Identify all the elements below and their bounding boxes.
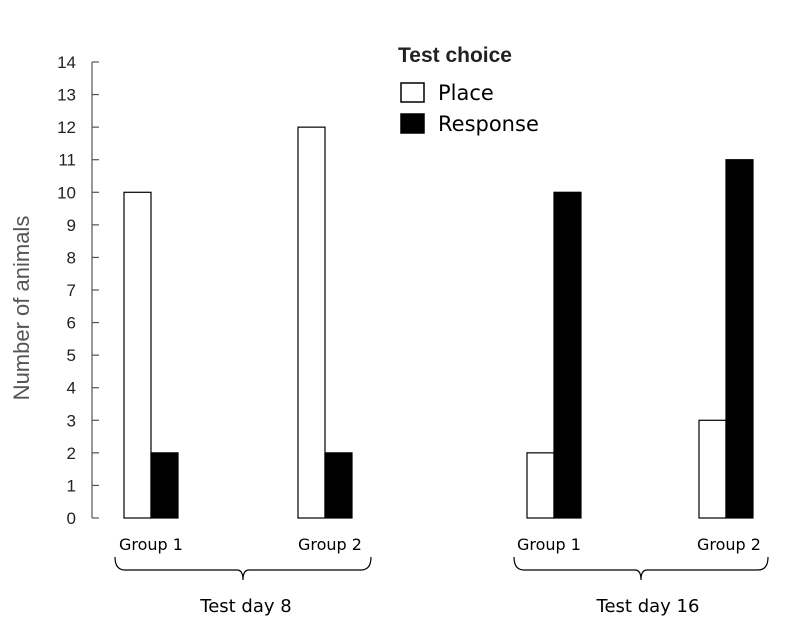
legend-label-place: Place: [438, 81, 494, 105]
bar-place: [297, 126, 326, 519]
y-tick-label: 13: [57, 86, 76, 105]
bars: [123, 126, 754, 519]
test-day-braces: Test day 8 Test day 16: [114, 556, 769, 617]
y-tick-label: 10: [57, 183, 76, 202]
bar-place: [698, 419, 727, 519]
y-tick-label: 11: [58, 151, 76, 170]
x-group-label: Group 1: [119, 535, 183, 554]
bar-response: [725, 159, 754, 519]
y-tick-label: 7: [67, 281, 76, 300]
bar-response: [150, 452, 179, 519]
bar-place: [123, 191, 152, 519]
x-group-label: Group 2: [697, 535, 761, 554]
x-group-label: Group 1: [517, 535, 581, 554]
legend-label-response: Response: [438, 112, 539, 136]
y-tick-label: 6: [67, 314, 76, 333]
test-day-label: Test day 16: [596, 596, 700, 617]
legend: Test choice Place Response: [398, 44, 539, 136]
bar-place: [526, 452, 555, 519]
legend-swatch-place: [400, 82, 425, 103]
y-tick-label: 3: [67, 411, 76, 430]
test-day-brace: [513, 556, 769, 581]
y-tick-label: 0: [67, 509, 76, 528]
y-tick-label: 2: [67, 444, 76, 463]
bar-response: [553, 191, 582, 519]
y-axis-label: Number of animals: [9, 216, 34, 401]
bar-response: [324, 452, 353, 519]
y-tick-label: 8: [67, 248, 76, 267]
x-group-label: Group 2: [298, 535, 362, 554]
test-day-label: Test day 8: [199, 596, 291, 617]
legend-title: Test choice: [398, 44, 512, 67]
y-tick-label: 14: [57, 53, 76, 72]
y-tick-label: 9: [67, 216, 76, 235]
y-tick-label: 4: [67, 379, 76, 398]
y-tick-label: 1: [67, 476, 76, 495]
y-tick-label: 5: [67, 346, 76, 365]
x-group-labels: Group 1 Group 2 Group 1 Group 2: [119, 535, 761, 554]
y-tick-label: 12: [57, 118, 76, 137]
legend-swatch-response: [400, 113, 425, 134]
test-day-brace: [114, 556, 372, 581]
